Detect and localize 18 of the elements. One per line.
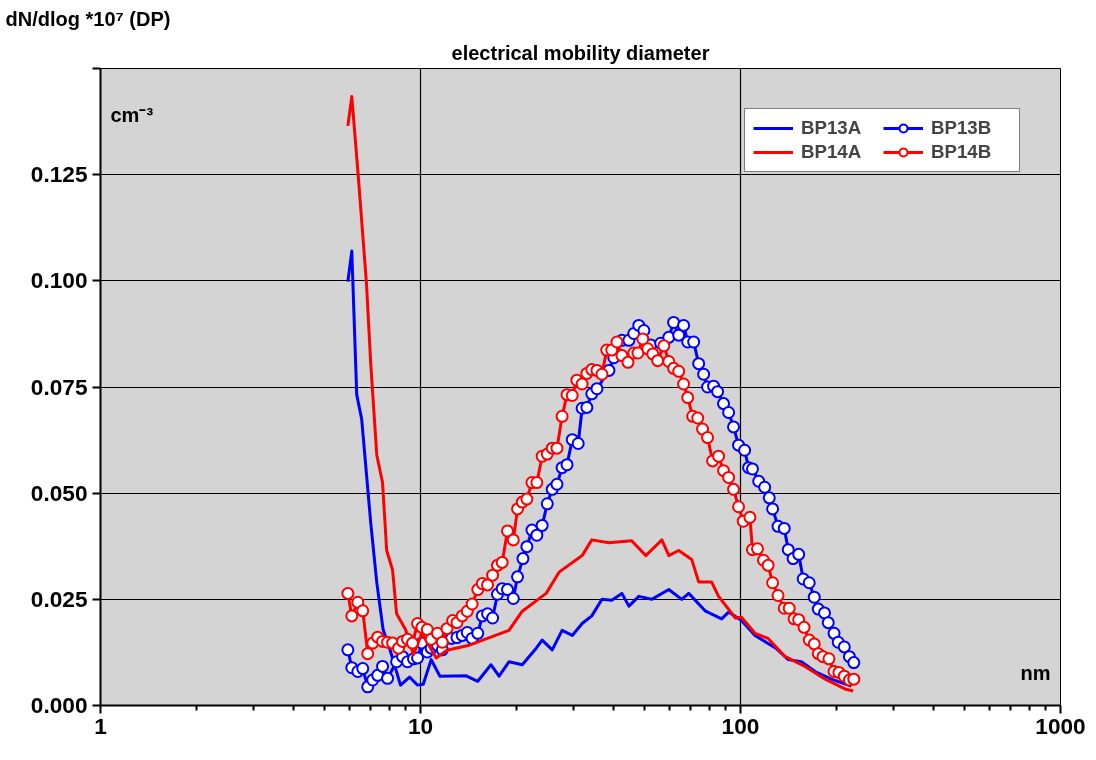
y-tick-label: 0.025 <box>30 585 88 612</box>
x-tick-label: 10 <box>407 712 434 739</box>
legend-label: BP13B <box>931 117 993 139</box>
y-tick-label: 0.100 <box>30 267 88 294</box>
y-tick-label: 0.050 <box>30 479 88 506</box>
x-tick-label: 1000 <box>1035 712 1086 739</box>
x-tick-label: 1 <box>94 712 107 739</box>
legend-label: BP13A <box>801 117 863 139</box>
y-tick-label: 0.125 <box>30 161 88 188</box>
y-axis-title: dN/dlog *10⁷ (DP) <box>5 7 171 30</box>
legend-label: BP14B <box>931 141 993 163</box>
chart-title: electrical mobility diameter <box>451 41 710 64</box>
annotation: cm⁻³ <box>110 103 154 126</box>
x-axis-title: nm <box>1020 661 1051 684</box>
legend-label: BP14A <box>801 141 863 163</box>
x-tick-label: 100 <box>721 712 760 739</box>
y-tick-label: 0.000 <box>30 692 88 718</box>
y-tick-label: 0.075 <box>30 373 88 400</box>
